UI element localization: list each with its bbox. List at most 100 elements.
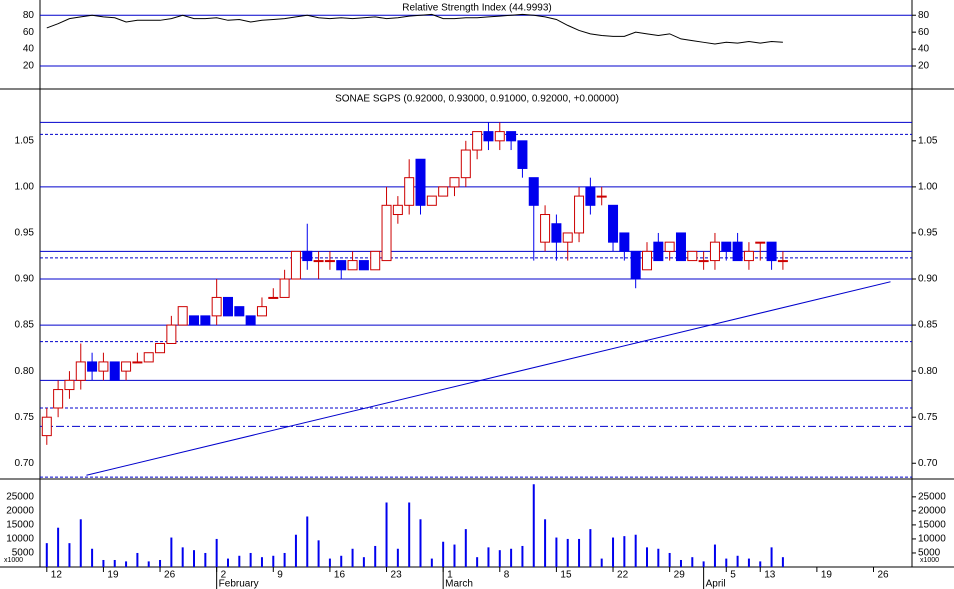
y-tick-label: 1.00 bbox=[918, 182, 938, 193]
y-tick-label: 0.80 bbox=[918, 366, 938, 377]
candle-body bbox=[483, 131, 494, 142]
x-tick-label: 16 bbox=[334, 570, 346, 581]
y-tick-label: 0.70 bbox=[918, 458, 938, 469]
y-tick-label: 10000 bbox=[918, 534, 946, 545]
month-label: April bbox=[706, 579, 726, 589]
candle-body bbox=[777, 260, 788, 263]
candle-body bbox=[234, 306, 245, 317]
x-tick-label: 9 bbox=[277, 570, 283, 581]
candle-body bbox=[732, 241, 743, 262]
candle-body bbox=[630, 250, 641, 280]
candle-body bbox=[87, 361, 98, 372]
y-tick-label: 20000 bbox=[6, 506, 34, 517]
candle-body bbox=[574, 195, 585, 234]
y-tick-label: 60 bbox=[918, 27, 930, 38]
candle-body bbox=[189, 315, 200, 326]
candle-body bbox=[222, 296, 233, 317]
x-tick-label: 12 bbox=[51, 570, 63, 581]
y-tick-label: 0.80 bbox=[15, 366, 35, 377]
candle-body bbox=[653, 241, 664, 262]
y-tick-label: 25000 bbox=[918, 491, 946, 502]
candle-body bbox=[177, 306, 188, 326]
x-tick-label: 15 bbox=[560, 570, 572, 581]
candle-body bbox=[709, 241, 720, 262]
candle-body bbox=[472, 131, 483, 151]
month-label: February bbox=[219, 579, 259, 589]
y-tick-label: 80 bbox=[23, 10, 35, 21]
x-tick-label: 19 bbox=[821, 570, 833, 581]
candle-body bbox=[98, 361, 109, 372]
candle-body bbox=[608, 204, 619, 243]
rsi-line bbox=[46, 13, 783, 45]
candle-body bbox=[426, 195, 437, 206]
candle-body bbox=[268, 296, 279, 299]
y-tick-label: 1.00 bbox=[15, 182, 35, 193]
y-tick-label: 15000 bbox=[6, 520, 34, 531]
y-tick-label: 40 bbox=[23, 44, 35, 55]
candle-body bbox=[392, 204, 403, 216]
y-tick-label: 0.90 bbox=[918, 274, 938, 285]
candle-body bbox=[279, 278, 290, 298]
candle-body bbox=[755, 241, 766, 244]
y-tick-label: 0.90 bbox=[15, 274, 35, 285]
candle-body bbox=[256, 306, 267, 317]
y-tick-label: 0.75 bbox=[15, 412, 35, 423]
rsi-title: Relative Strength Index (44.9993) bbox=[402, 3, 552, 14]
volume-units: x1000 bbox=[920, 557, 939, 564]
candle-body bbox=[494, 131, 505, 142]
y-tick-label: 40 bbox=[918, 44, 930, 55]
candle-body bbox=[41, 416, 52, 437]
trendline bbox=[86, 281, 891, 476]
y-tick-label: 1.05 bbox=[918, 135, 938, 146]
y-tick-label: 5000 bbox=[918, 548, 941, 559]
candle-body bbox=[698, 260, 709, 263]
candle-body bbox=[596, 195, 607, 198]
candle-body bbox=[200, 315, 211, 326]
x-tick-label: 19 bbox=[107, 570, 119, 581]
candle-body bbox=[721, 241, 732, 252]
y-tick-label: 1.05 bbox=[15, 135, 35, 146]
candle-body bbox=[585, 186, 596, 206]
y-tick-label: 0.95 bbox=[918, 228, 938, 239]
y-tick-label: 0.70 bbox=[15, 458, 35, 469]
candle-body bbox=[155, 342, 166, 354]
x-tick-label: 8 bbox=[504, 570, 510, 581]
x-tick-label: 5 bbox=[730, 570, 736, 581]
candle-body bbox=[743, 250, 754, 262]
candle-body bbox=[336, 260, 347, 271]
candle-body bbox=[143, 352, 154, 363]
y-tick-label: 20000 bbox=[918, 506, 946, 517]
candle-body bbox=[302, 250, 313, 262]
candle-body bbox=[53, 389, 64, 409]
x-tick-label: 26 bbox=[164, 570, 176, 581]
candle-body bbox=[381, 204, 392, 262]
y-tick-label: 20 bbox=[918, 61, 930, 72]
candle-body bbox=[449, 177, 460, 188]
candle-body bbox=[324, 260, 335, 263]
y-tick-label: 20 bbox=[23, 61, 35, 72]
y-tick-label: 15000 bbox=[918, 520, 946, 531]
candle-body bbox=[75, 361, 86, 381]
candle-body bbox=[166, 324, 177, 344]
candle-body bbox=[370, 250, 381, 271]
candle-body bbox=[528, 177, 539, 206]
candle-body bbox=[517, 140, 528, 169]
candle-body bbox=[675, 232, 686, 262]
candle-body bbox=[109, 361, 120, 381]
price-title: SONAE SGPS (0.92000, 0.93000, 0.91000, 0… bbox=[335, 94, 619, 105]
candle-body bbox=[245, 315, 256, 326]
y-tick-label: 5000 bbox=[12, 548, 35, 559]
y-tick-label: 80 bbox=[918, 10, 930, 21]
x-tick-label: 23 bbox=[391, 570, 403, 581]
x-tick-label: 29 bbox=[674, 570, 686, 581]
candle-body bbox=[540, 214, 551, 243]
y-tick-label: 0.95 bbox=[15, 228, 35, 239]
candle-body bbox=[132, 361, 143, 364]
candle-body bbox=[687, 250, 698, 262]
y-tick-label: 0.85 bbox=[15, 320, 35, 331]
candle-body bbox=[64, 379, 75, 391]
candle-body bbox=[415, 158, 426, 206]
candle-body bbox=[358, 260, 369, 271]
candle-body bbox=[313, 260, 324, 263]
x-tick-label: 26 bbox=[877, 570, 889, 581]
